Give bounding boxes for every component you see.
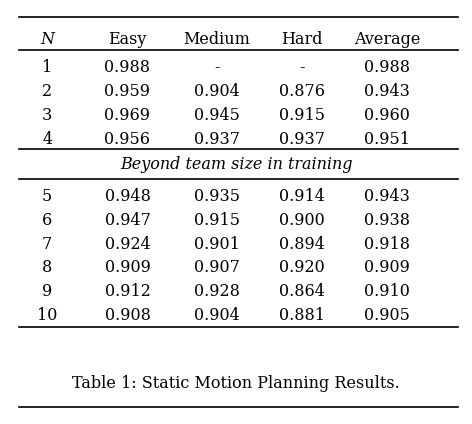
Text: 0.915: 0.915 xyxy=(279,107,325,124)
Text: 0.948: 0.948 xyxy=(104,188,151,205)
Text: 0.904: 0.904 xyxy=(194,307,240,324)
Text: 0.960: 0.960 xyxy=(364,107,410,124)
Text: 2: 2 xyxy=(42,83,52,100)
Text: 0.920: 0.920 xyxy=(279,259,325,276)
Text: 5: 5 xyxy=(42,188,52,205)
Text: Table 1: Static Motion Planning Results.: Table 1: Static Motion Planning Results. xyxy=(72,375,400,392)
Text: Average: Average xyxy=(354,31,420,47)
Text: 0.912: 0.912 xyxy=(104,283,151,300)
Text: 0.909: 0.909 xyxy=(364,259,410,276)
Text: 0.904: 0.904 xyxy=(194,83,240,100)
Text: 0.943: 0.943 xyxy=(364,188,410,205)
Text: -: - xyxy=(299,59,305,76)
Text: 0.908: 0.908 xyxy=(104,307,151,324)
Text: 0.956: 0.956 xyxy=(104,131,151,148)
Text: 0.894: 0.894 xyxy=(279,236,325,253)
Text: 4: 4 xyxy=(42,131,52,148)
Text: Hard: Hard xyxy=(281,31,323,47)
Text: 0.969: 0.969 xyxy=(104,107,151,124)
Text: -: - xyxy=(214,59,220,76)
Text: 0.959: 0.959 xyxy=(104,83,151,100)
Text: 0.988: 0.988 xyxy=(364,59,410,76)
Text: 1: 1 xyxy=(42,59,52,76)
Text: 0.918: 0.918 xyxy=(364,236,410,253)
Text: N: N xyxy=(40,31,54,47)
Text: 0.864: 0.864 xyxy=(279,283,325,300)
Text: 0.924: 0.924 xyxy=(105,236,150,253)
Text: 10: 10 xyxy=(37,307,58,324)
Text: 0.907: 0.907 xyxy=(194,259,240,276)
Text: 0.909: 0.909 xyxy=(104,259,151,276)
Text: 0.910: 0.910 xyxy=(364,283,410,300)
Text: 0.881: 0.881 xyxy=(279,307,325,324)
Text: 0.945: 0.945 xyxy=(194,107,240,124)
Text: 8: 8 xyxy=(42,259,52,276)
Text: 0.900: 0.900 xyxy=(279,212,325,229)
Text: 0.876: 0.876 xyxy=(279,83,325,100)
Text: 0.937: 0.937 xyxy=(194,131,240,148)
Text: 7: 7 xyxy=(42,236,52,253)
Text: 0.951: 0.951 xyxy=(364,131,410,148)
Text: Beyond team size in training: Beyond team size in training xyxy=(120,156,352,173)
Text: Easy: Easy xyxy=(108,31,147,47)
Text: 3: 3 xyxy=(42,107,52,124)
Text: Medium: Medium xyxy=(184,31,251,47)
Text: 0.928: 0.928 xyxy=(194,283,240,300)
Text: 0.905: 0.905 xyxy=(364,307,410,324)
Text: 0.914: 0.914 xyxy=(279,188,325,205)
Text: 0.943: 0.943 xyxy=(364,83,410,100)
Text: 0.901: 0.901 xyxy=(194,236,240,253)
Text: 0.938: 0.938 xyxy=(364,212,410,229)
Text: 0.937: 0.937 xyxy=(279,131,325,148)
Text: 0.947: 0.947 xyxy=(104,212,151,229)
Text: 0.988: 0.988 xyxy=(104,59,151,76)
Text: 9: 9 xyxy=(42,283,52,300)
Text: 0.935: 0.935 xyxy=(194,188,240,205)
Text: 6: 6 xyxy=(42,212,52,229)
Text: 0.915: 0.915 xyxy=(194,212,240,229)
